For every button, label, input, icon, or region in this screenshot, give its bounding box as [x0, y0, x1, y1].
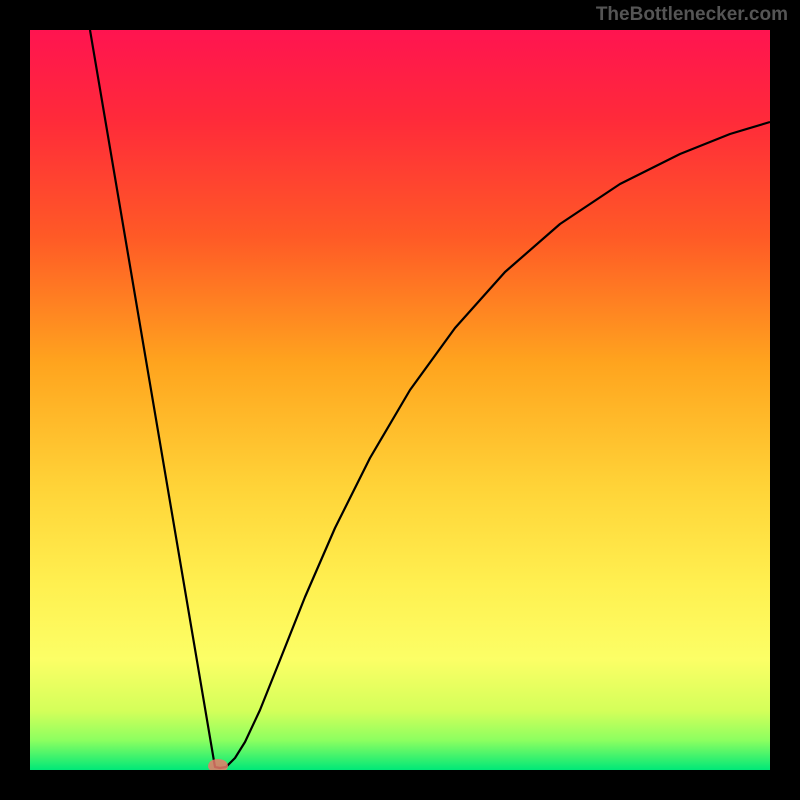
frame-bottom [0, 770, 800, 800]
watermark-text: TheBottlenecker.com [596, 4, 788, 26]
chart-container: TheBottlenecker.com [0, 0, 800, 800]
plot-svg [30, 30, 770, 770]
plot-area [30, 30, 770, 770]
frame-left [0, 0, 30, 800]
plot-background [30, 30, 770, 770]
frame-right [770, 0, 800, 800]
